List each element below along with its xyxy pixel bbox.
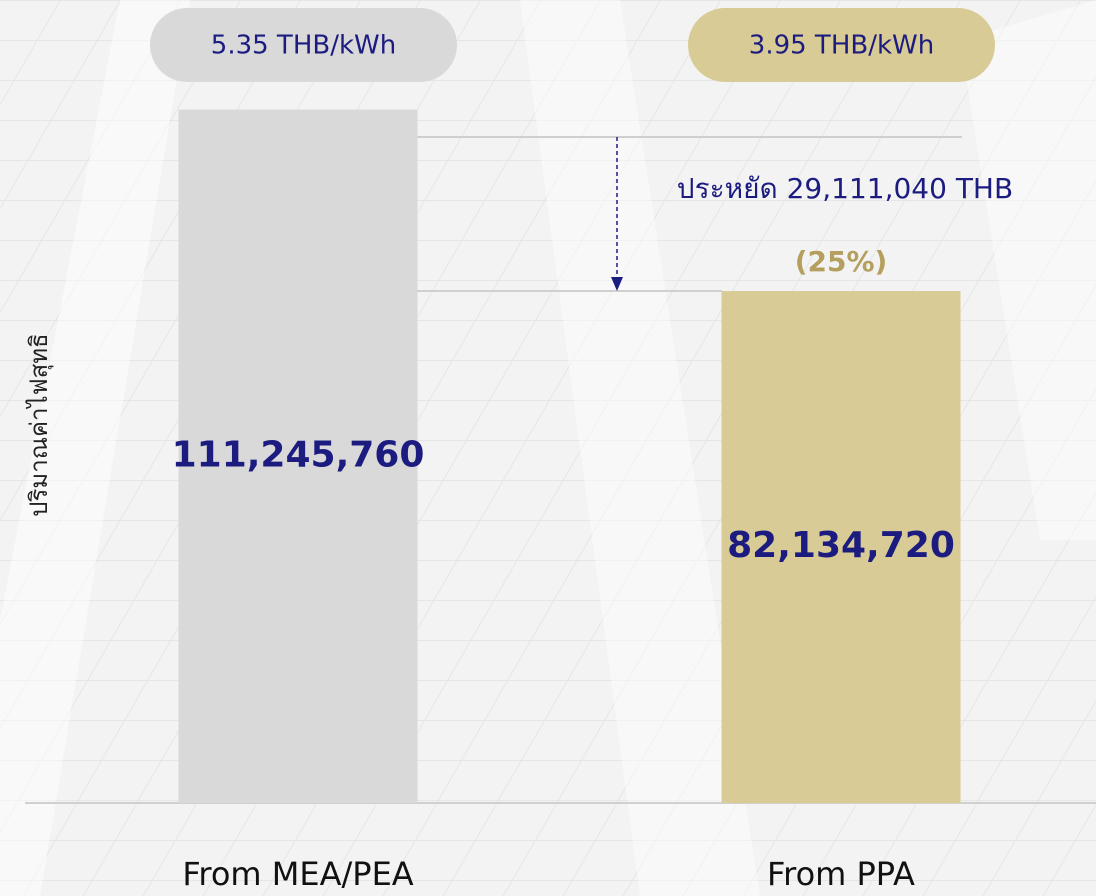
chart: ปริมาณค่าไฟสุทธิ ประหยัด 29,111,040 THB … [0,0,1096,896]
x-tick-label: From PPA [767,855,915,893]
y-axis-label: ปริมาณค่าไฟสุทธิ [25,333,54,516]
page: ปริมาณค่าไฟสุทธิ ประหยัด 29,111,040 THB … [0,0,1096,896]
x-tick-label: From MEA/PEA [182,855,413,893]
value-label: 82,134,720 [727,525,955,566]
rate-label: 5.35 THB/kWh [211,31,396,61]
value-label: 111,245,760 [172,434,425,475]
savings-percent: (25%) [795,245,888,278]
rate-label: 3.95 THB/kWh [749,31,934,61]
savings-annotation: ประหยัด 29,111,040 THB [677,172,1013,205]
